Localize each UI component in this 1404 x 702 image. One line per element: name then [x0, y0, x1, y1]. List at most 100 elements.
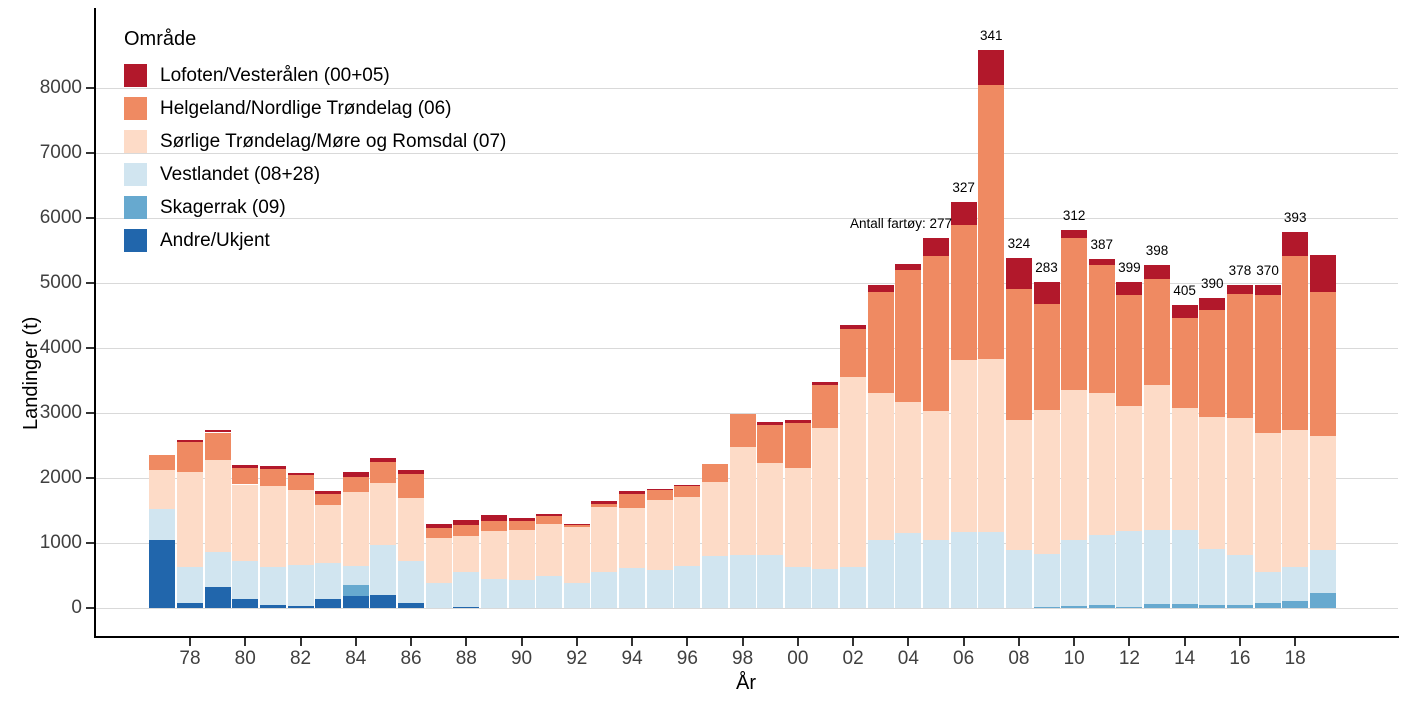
bar-2019-segment-5	[1309, 593, 1336, 608]
bar-2008-segment-4	[1005, 550, 1032, 608]
bar-1979-segment-2	[204, 432, 231, 461]
vessel-count-annotation-2008: 324	[1007, 235, 1031, 251]
bar-1982-segment-6	[287, 606, 314, 608]
bar-2018-segment-4	[1282, 567, 1309, 601]
bar-2009-segment-2	[1033, 303, 1060, 410]
bar-1994-segment-4	[619, 568, 646, 608]
bar-1982-segment-4	[287, 564, 314, 607]
bar-1980-segment-2	[232, 467, 259, 485]
x-tick-label-18: 18	[1284, 648, 1306, 669]
y-tick-8000	[86, 87, 94, 89]
bar-1989-segment-4	[480, 578, 507, 608]
bar-1994-segment-1	[619, 491, 646, 494]
bar-1979-segment-4	[204, 551, 231, 587]
bar-1984-segment-6	[342, 596, 369, 608]
bar-2014-segment-3	[1171, 407, 1198, 531]
bar-2017-segment-2	[1254, 294, 1281, 433]
bar-2015-segment-1	[1199, 297, 1226, 311]
bar-1977-segment-4	[149, 508, 176, 541]
bar-1993-segment-1	[591, 501, 618, 504]
y-tick-label-5000: 5000	[39, 272, 82, 293]
bar-2010-segment-1	[1061, 230, 1088, 239]
bar-2000-segment-4	[784, 567, 811, 608]
gridline-7000	[96, 153, 1398, 154]
x-tick-label-92: 92	[566, 648, 588, 669]
y-tick-3000	[86, 412, 94, 414]
bar-2002-segment-4	[840, 567, 867, 608]
bar-2017-segment-3	[1254, 432, 1281, 572]
bar-2004-segment-4	[895, 532, 922, 608]
bar-1983-segment-6	[315, 598, 342, 608]
bar-2015-segment-5	[1199, 605, 1226, 608]
bar-1986-segment-2	[398, 474, 425, 499]
bar-2017-segment-5	[1254, 603, 1281, 608]
x-tick-94	[631, 638, 634, 646]
x-tick-label-80: 80	[234, 648, 256, 669]
x-tick-08	[1017, 638, 1020, 646]
bar-1997-segment-3	[701, 482, 728, 557]
gridline-6000	[96, 218, 1398, 219]
bar-1982-segment-3	[287, 490, 314, 565]
vessel-count-annotation-2005: Antall fartøy: 277	[849, 215, 952, 231]
legend-label: Sørlige Trøndelag/Møre og Romsdal (07)	[160, 130, 507, 152]
bar-1993-segment-4	[591, 571, 618, 608]
bar-2006-segment-4	[950, 531, 977, 608]
bar-1988-segment-1	[453, 520, 480, 526]
bar-2018-segment-3	[1282, 429, 1309, 568]
bar-2016-segment-3	[1226, 417, 1253, 556]
bar-2013-segment-1	[1144, 264, 1171, 279]
y-axis-title: Landinger (t)	[20, 316, 42, 430]
y-axis-line	[94, 8, 96, 638]
x-tick-84	[354, 638, 357, 646]
bar-1978-segment-3	[177, 472, 203, 568]
bar-2007-segment-3	[978, 358, 1005, 532]
bar-1977-segment-6	[149, 540, 176, 608]
legend-label: Andre/Ukjent	[160, 229, 270, 251]
bar-1995-segment-4	[646, 569, 673, 608]
legend-items: Lofoten/Vesterålen (00+05) Helgeland/Nord…	[124, 59, 506, 257]
bar-2019-segment-4	[1309, 550, 1336, 594]
x-tick-00	[796, 638, 799, 646]
x-tick-label-12: 12	[1118, 648, 1140, 669]
bar-2010-segment-2	[1061, 238, 1088, 391]
bar-2007-segment-1	[978, 50, 1005, 86]
bar-1995-segment-1	[646, 488, 673, 491]
bar-1992-segment-4	[563, 582, 590, 608]
bar-1996-segment-2	[674, 486, 701, 497]
bar-2013-segment-5	[1144, 603, 1171, 608]
bar-1981-segment-6	[259, 604, 286, 608]
bar-2000-segment-2	[784, 422, 811, 468]
x-tick-label-78: 78	[179, 648, 201, 669]
y-tick-0	[86, 607, 94, 609]
x-tick-label-08: 08	[1008, 648, 1030, 669]
bar-1997-segment-2	[701, 464, 728, 483]
legend-item-4: Vestlandet (08+28)	[124, 158, 506, 191]
bar-2016-segment-1	[1226, 284, 1253, 294]
bar-1990-segment-3	[508, 530, 535, 580]
bar-2016-segment-5	[1226, 605, 1253, 608]
bar-2016-segment-2	[1226, 293, 1253, 418]
bar-1984-segment-3	[342, 491, 369, 567]
legend-label: Helgeland/Nordlige Trøndelag (06)	[160, 97, 452, 119]
bar-1989-segment-1	[480, 514, 507, 521]
bar-2002-segment-3	[840, 377, 867, 568]
bar-1983-segment-4	[315, 563, 342, 599]
bar-1999-segment-1	[757, 422, 784, 426]
bar-2010-segment-3	[1061, 390, 1088, 540]
bar-1993-segment-3	[591, 506, 618, 572]
bar-1990-segment-4	[508, 579, 535, 608]
bar-2009-segment-1	[1033, 282, 1060, 304]
x-tick-80	[244, 638, 247, 646]
x-tick-label-10: 10	[1063, 648, 1085, 669]
y-tick-7000	[86, 152, 94, 154]
bar-2012-segment-2	[1116, 295, 1143, 406]
x-tick-label-96: 96	[676, 648, 698, 669]
gridline-0	[96, 608, 1398, 609]
bar-1979-segment-1	[204, 430, 231, 433]
bar-1987-segment-4	[425, 582, 452, 608]
x-tick-78	[189, 638, 191, 646]
bar-1986-segment-1	[398, 469, 425, 475]
bar-2017-segment-4	[1254, 571, 1281, 604]
bar-2003-segment-3	[867, 393, 894, 540]
legend-item-6: Andre/Ukjent	[124, 224, 506, 257]
